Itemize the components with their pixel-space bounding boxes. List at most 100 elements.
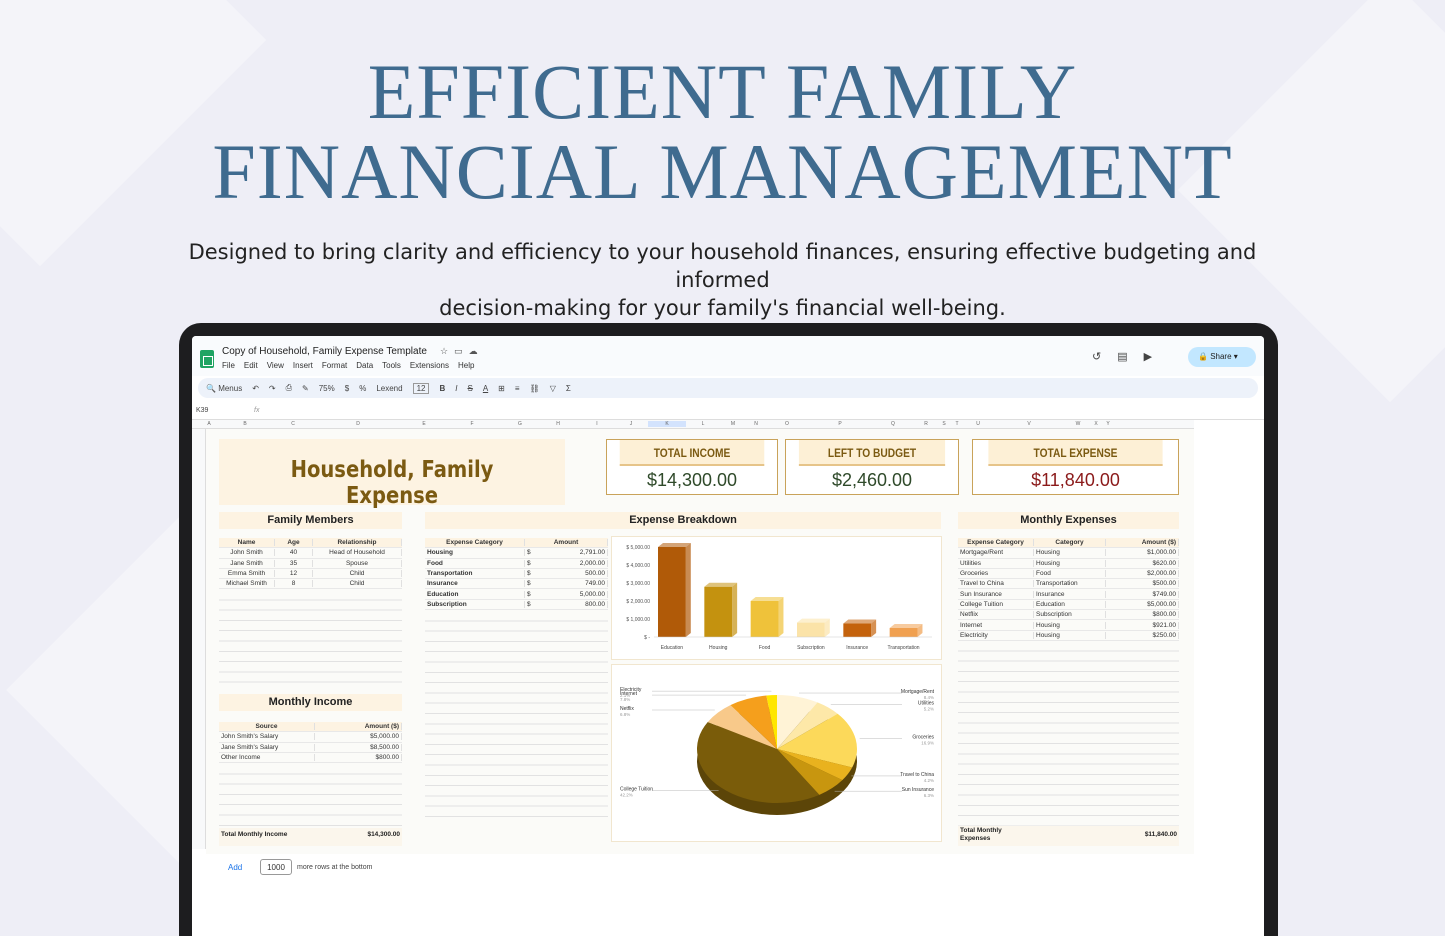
table-cell[interactable]: $5,000.00 xyxy=(315,733,402,741)
column-header[interactable]: D xyxy=(356,421,360,427)
align-icon[interactable]: ≡ xyxy=(514,383,520,393)
table-cell[interactable]: $620.00 xyxy=(1106,559,1179,567)
column-header[interactable]: W xyxy=(1075,421,1081,427)
table-cell[interactable]: Subscription xyxy=(1034,611,1106,619)
table-cell[interactable]: Housing xyxy=(1034,621,1106,629)
table-cell[interactable]: Travel to China xyxy=(958,580,1034,588)
folder-icon[interactable]: ▭ xyxy=(454,346,469,356)
filter-icon[interactable]: ▽ xyxy=(549,383,556,393)
table-cell[interactable]: Housing xyxy=(1034,631,1106,639)
table-cell[interactable]: Jane Smith xyxy=(219,559,275,567)
search-menus[interactable]: 🔍 Menus xyxy=(206,383,243,393)
pie-slice[interactable] xyxy=(777,713,857,768)
bar[interactable] xyxy=(750,597,784,637)
menu-item-data[interactable]: Data xyxy=(356,361,374,370)
pie-slice[interactable] xyxy=(777,695,818,749)
table-cell[interactable]: $800.00 xyxy=(1106,611,1179,619)
table-cell[interactable]: Jane Smith's Salary xyxy=(219,743,315,751)
column-header[interactable]: G xyxy=(518,421,522,427)
table-cell[interactable]: Spouse xyxy=(313,559,402,567)
cloud-icon[interactable]: ☁ xyxy=(468,346,484,356)
table-cell[interactable]: $ xyxy=(527,559,531,567)
currency-icon[interactable]: $ xyxy=(344,383,350,393)
text-color-icon[interactable]: A xyxy=(482,383,489,393)
table-cell[interactable]: Insurance xyxy=(1034,590,1106,598)
column-header[interactable]: H xyxy=(556,421,560,427)
borders-icon[interactable]: ⊞ xyxy=(498,383,505,393)
history-icon[interactable]: ↺ xyxy=(1092,351,1102,363)
table-cell[interactable]: $8,500.00 xyxy=(315,743,402,751)
table-cell[interactable]: Transportation xyxy=(425,570,525,578)
pie-slice[interactable] xyxy=(777,749,843,795)
table-cell[interactable]: 40 xyxy=(275,549,313,557)
table-cell[interactable]: $ xyxy=(527,580,531,588)
table-cell[interactable]: 12 xyxy=(275,570,313,578)
table-cell[interactable]: John Smith xyxy=(219,549,275,557)
bar[interactable] xyxy=(843,619,877,637)
table-cell[interactable]: Housing xyxy=(1034,549,1106,557)
star-icon[interactable]: ☆ xyxy=(440,346,455,356)
link-icon[interactable]: ⛓ xyxy=(529,383,540,393)
sum-icon[interactable]: Σ xyxy=(565,383,571,393)
table-cell[interactable]: Michael Smith xyxy=(219,580,275,588)
share-button[interactable]: 🔒 Share ▾ xyxy=(1188,347,1256,367)
column-header[interactable]: M xyxy=(730,421,736,427)
table-cell[interactable]: Sun Insurance xyxy=(958,590,1034,598)
zoom-select[interactable]: 75% xyxy=(318,383,335,393)
table-cell[interactable]: $500.00 xyxy=(1106,580,1179,588)
column-header[interactable]: V xyxy=(1027,421,1031,427)
comment-icon[interactable]: ▤ xyxy=(1117,351,1128,363)
menu-item-extensions[interactable]: Extensions xyxy=(409,361,449,370)
table-cell[interactable]: $1,000.00 xyxy=(1106,549,1179,557)
table-cell[interactable]: Internet xyxy=(958,621,1034,629)
paint-format-icon[interactable]: ✎ xyxy=(302,383,309,393)
table-cell[interactable]: 35 xyxy=(275,559,313,567)
table-cell[interactable]: 2,000.00 xyxy=(545,559,608,567)
italic-icon[interactable]: I xyxy=(455,383,458,393)
table-cell[interactable]: Subscription xyxy=(425,600,525,608)
table-cell[interactable]: 500.00 xyxy=(545,570,608,578)
table-cell[interactable]: $2,000.00 xyxy=(1106,570,1179,578)
pie-slice[interactable] xyxy=(777,702,838,749)
table-cell[interactable]: $921.00 xyxy=(1106,621,1179,629)
strike-icon[interactable]: S xyxy=(467,383,473,393)
table-cell[interactable]: Head of Household xyxy=(313,549,402,557)
table-cell[interactable]: 5,000.00 xyxy=(545,590,608,598)
menu-item-view[interactable]: View xyxy=(266,361,284,370)
table-cell[interactable]: $ xyxy=(527,600,531,608)
table-cell[interactable]: Netflix xyxy=(958,611,1034,619)
column-header[interactable]: O xyxy=(785,421,789,427)
sheets-logo-icon[interactable] xyxy=(200,350,214,368)
bar[interactable] xyxy=(889,624,923,637)
document-title[interactable]: Copy of Household, Family Expense Templa… xyxy=(222,346,427,357)
column-header[interactable]: P xyxy=(838,421,842,427)
bar[interactable] xyxy=(797,618,830,637)
table-cell[interactable]: Other Income xyxy=(219,754,315,762)
table-cell[interactable]: Child xyxy=(313,570,402,578)
table-cell[interactable]: $ xyxy=(527,590,531,598)
menu-item-help[interactable]: Help xyxy=(457,361,475,370)
table-cell[interactable]: Mortgage/Rent xyxy=(958,549,1034,557)
table-cell[interactable]: 800.00 xyxy=(545,600,608,608)
bold-icon[interactable]: B xyxy=(439,383,446,393)
column-header[interactable]: I xyxy=(596,421,598,427)
bar[interactable] xyxy=(658,543,691,637)
font-select[interactable]: Lexend xyxy=(376,383,403,393)
table-cell[interactable]: Education xyxy=(425,590,525,598)
meet-icon[interactable]: ▶ xyxy=(1143,351,1153,363)
add-rows-button[interactable]: Add xyxy=(228,863,243,872)
print-icon[interactable]: ⎙ xyxy=(285,383,293,392)
column-header[interactable]: K xyxy=(648,421,686,427)
column-header[interactable]: N xyxy=(754,421,758,427)
table-cell[interactable]: $5,000.00 xyxy=(1106,600,1179,608)
column-header[interactable]: X xyxy=(1094,421,1098,427)
table-cell[interactable]: $800.00 xyxy=(315,754,402,762)
table-cell[interactable]: $749.00 xyxy=(1106,590,1179,598)
menu-item-tools[interactable]: Tools xyxy=(382,361,401,370)
menu-item-insert[interactable]: Insert xyxy=(292,361,313,370)
column-header[interactable]: C xyxy=(291,421,295,427)
column-header[interactable]: S xyxy=(942,421,946,427)
column-header[interactable]: E xyxy=(422,421,426,427)
redo-icon[interactable]: ↷ xyxy=(268,383,276,393)
column-header[interactable]: Q xyxy=(891,421,895,427)
